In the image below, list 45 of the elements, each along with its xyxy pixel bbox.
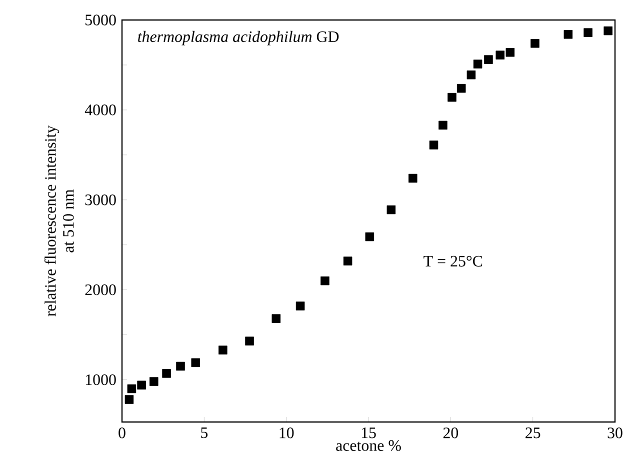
point	[448, 92, 456, 102]
x-tick-label: 25	[526, 428, 540, 438]
point	[438, 120, 448, 130]
point	[484, 55, 493, 64]
y-tick-label: 3000	[85, 194, 116, 206]
point	[473, 60, 482, 68]
point	[320, 276, 330, 286]
point	[408, 174, 418, 183]
x-tick-label: 30	[608, 428, 622, 438]
point	[176, 362, 185, 371]
point	[245, 336, 254, 346]
point	[137, 380, 146, 390]
y-tick-label: 1000	[86, 374, 116, 386]
point	[466, 70, 476, 80]
point	[191, 358, 200, 368]
point	[127, 384, 136, 394]
point	[530, 38, 540, 48]
point	[604, 26, 612, 36]
point	[343, 256, 352, 266]
x-tick-label: 20	[443, 428, 458, 438]
point	[365, 232, 374, 242]
y-tick-label: 5000	[86, 14, 116, 26]
point	[429, 140, 438, 150]
annotation: thermoplasma acidophilum GD	[138, 30, 339, 46]
point	[564, 30, 573, 39]
point	[124, 395, 134, 404]
x-tick-label: 10	[280, 428, 294, 438]
point	[496, 50, 505, 60]
point	[456, 84, 466, 93]
point	[162, 369, 171, 378]
y-tick-label: 4000	[84, 104, 116, 116]
point	[149, 377, 158, 386]
x-tick-label: 5	[201, 428, 208, 438]
point	[584, 28, 592, 37]
x-tick-label: 0	[118, 428, 126, 438]
x-axis-title: acetone %	[336, 440, 401, 451]
y-tick-label: 2000	[85, 284, 116, 296]
point	[296, 302, 305, 310]
point	[272, 314, 281, 323]
x-tick-label: 15	[362, 428, 376, 438]
point	[218, 346, 228, 354]
point	[506, 48, 515, 57]
annotation: T = 25°C	[424, 256, 482, 267]
y-axis-title: relative fluorescence intensity at 510 nm	[44, 125, 74, 316]
point	[386, 205, 396, 214]
